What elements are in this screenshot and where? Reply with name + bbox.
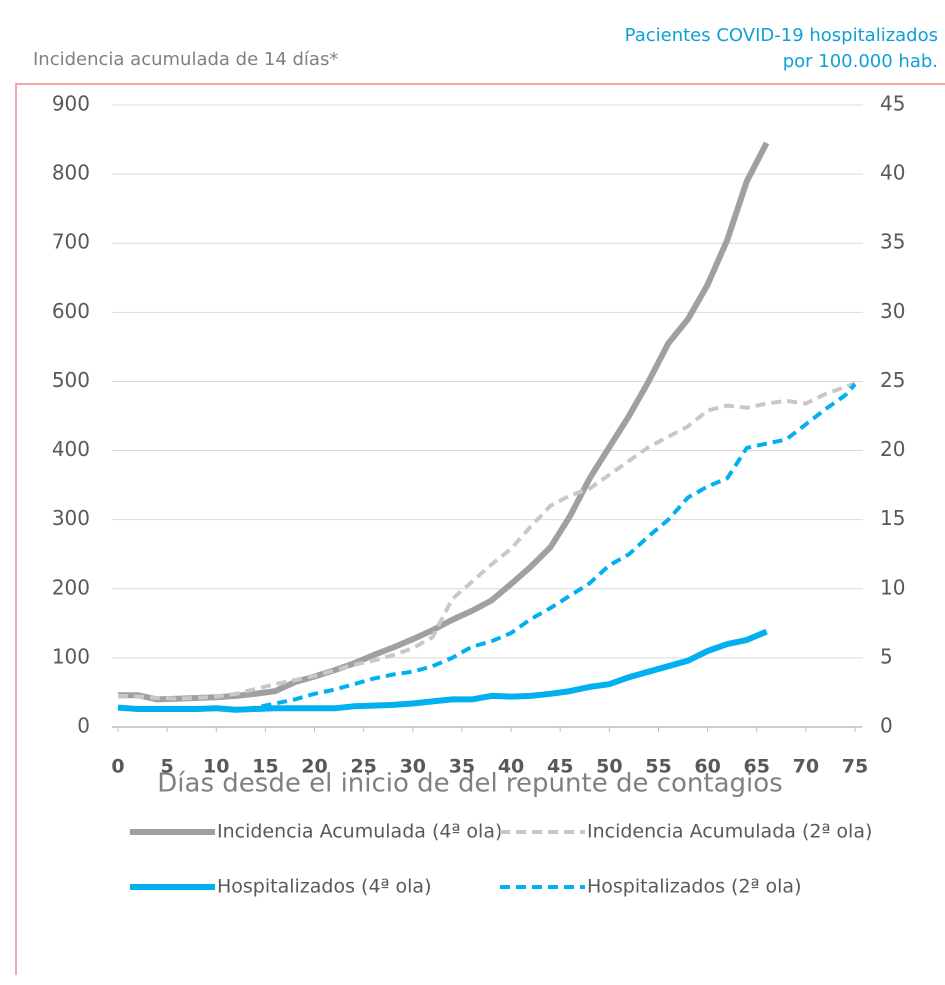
legend-label: Hospitalizados (4ª ola) xyxy=(217,876,432,898)
y2-tick-label: 25 xyxy=(880,368,905,392)
x-tick-label: 5 xyxy=(161,756,174,778)
x-tick-label: 0 xyxy=(111,756,124,778)
y2-tick-label: 5 xyxy=(880,644,893,668)
series-line xyxy=(117,381,856,701)
y2-tick-label: 40 xyxy=(880,161,905,185)
frame xyxy=(15,83,945,975)
y-tick-label: 300 xyxy=(52,506,90,530)
legend-label: Incidencia Acumulada (2ª ola) xyxy=(587,821,872,843)
y2-tick-label: 10 xyxy=(880,575,905,599)
y-axis-label: Incidencia acumulada de 14 días* xyxy=(33,49,338,70)
x-axis-label: Días desde el inicio de del repunte de c… xyxy=(157,769,782,799)
y2-tick-label: 20 xyxy=(880,437,905,461)
x-tick-label: 75 xyxy=(842,756,868,778)
x-tick-label: 55 xyxy=(645,756,671,778)
series-line xyxy=(118,141,770,703)
x-tick-label: 35 xyxy=(449,756,475,778)
x-tick-label: 25 xyxy=(350,756,376,778)
y-tick-label: 600 xyxy=(52,299,90,323)
y-tick-label: 400 xyxy=(52,437,90,461)
y-tick-label: 800 xyxy=(52,161,90,185)
y2-axis-label: Pacientes COVID-19 hospitalizados xyxy=(625,25,938,46)
x-tick-label: 20 xyxy=(301,756,327,778)
legend-label: Hospitalizados (2ª ola) xyxy=(587,876,802,898)
y2-axis-label: por 100.000 hab. xyxy=(783,51,938,72)
legend-label: Incidencia Acumulada (4ª ola) xyxy=(217,821,502,843)
x-tick-label: 70 xyxy=(793,756,819,778)
y-tick-label: 100 xyxy=(52,644,90,668)
x-tick-label: 50 xyxy=(596,756,622,778)
y2-tick-label: 15 xyxy=(880,506,905,530)
x-tick-label: 10 xyxy=(203,756,229,778)
y-tick-label: 900 xyxy=(52,92,90,116)
x-tick-label: 45 xyxy=(547,756,573,778)
y2-tick-label: 35 xyxy=(880,230,905,254)
x-tick-label: 40 xyxy=(498,756,524,778)
y2-tick-label: 0 xyxy=(880,714,893,738)
y-tick-label: 0 xyxy=(77,714,90,738)
series-line xyxy=(117,382,857,713)
y-tick-label: 700 xyxy=(52,230,90,254)
series-line xyxy=(117,628,768,713)
y2-tick-label: 45 xyxy=(880,92,905,116)
y-tick-label: 500 xyxy=(52,368,90,392)
x-tick-label: 30 xyxy=(400,756,426,778)
x-tick-label: 65 xyxy=(744,756,770,778)
y-tick-label: 200 xyxy=(52,575,90,599)
y2-tick-label: 30 xyxy=(880,299,905,323)
x-tick-label: 15 xyxy=(252,756,278,778)
x-tick-label: 60 xyxy=(694,756,720,778)
